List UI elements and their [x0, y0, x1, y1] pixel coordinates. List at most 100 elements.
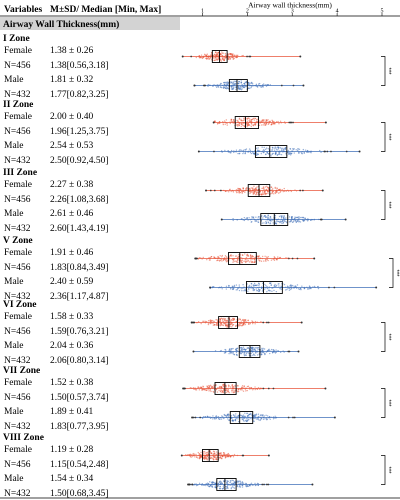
data-point	[238, 190, 240, 192]
data-point	[204, 452, 206, 454]
data-point	[240, 149, 243, 151]
data-point	[258, 284, 260, 287]
data-point	[278, 152, 280, 155]
data-point	[192, 455, 194, 457]
data-point	[285, 289, 287, 291]
data-point	[250, 259, 252, 261]
data-point	[220, 58, 222, 61]
data-point	[212, 390, 214, 393]
data-point	[270, 186, 272, 188]
data-point	[255, 147, 258, 150]
data-point	[209, 386, 211, 388]
data-point	[287, 189, 289, 191]
data-point	[242, 219, 244, 221]
data-point	[300, 288, 302, 291]
data-point	[246, 254, 248, 256]
data-point	[214, 120, 216, 122]
data-point	[240, 82, 242, 84]
data-point	[249, 192, 251, 195]
data-point	[244, 350, 246, 352]
data-point	[229, 254, 231, 257]
data-point	[209, 259, 211, 261]
female-distribution	[182, 382, 327, 395]
data-point	[194, 388, 196, 390]
data-point	[235, 151, 237, 153]
data-point	[206, 57, 208, 59]
data-point	[238, 80, 240, 83]
data-point	[258, 257, 260, 259]
data-point	[270, 217, 272, 219]
data-point	[220, 53, 222, 56]
data-point	[285, 153, 287, 155]
data-point	[192, 452, 194, 455]
data-point	[238, 323, 240, 325]
data-point	[267, 259, 269, 262]
data-point	[243, 260, 245, 263]
data-point	[265, 119, 268, 122]
data-point	[269, 84, 271, 86]
data-point	[218, 457, 221, 459]
data-point	[228, 350, 230, 352]
data-point	[200, 257, 202, 259]
data-point	[218, 318, 221, 320]
data-point	[193, 388, 195, 390]
data-point	[263, 149, 266, 152]
data-point	[190, 454, 193, 456]
data-point	[268, 219, 271, 221]
data-point	[242, 254, 244, 256]
extreme-point	[180, 454, 183, 457]
data-point	[261, 415, 264, 417]
extreme-point	[187, 483, 190, 486]
data-point	[246, 347, 248, 349]
data-point	[252, 189, 255, 192]
data-point	[246, 420, 248, 423]
data-point	[212, 324, 215, 326]
data-point	[299, 221, 302, 223]
data-point	[242, 54, 244, 57]
data-point	[241, 351, 244, 353]
data-point	[242, 124, 244, 127]
data-point	[264, 84, 266, 86]
data-point	[232, 83, 235, 86]
data-point	[242, 119, 245, 122]
data-point	[243, 85, 245, 87]
data-point	[307, 150, 309, 152]
data-point	[254, 323, 256, 325]
data-point	[245, 352, 248, 355]
data-point	[280, 190, 282, 193]
female-distribution	[180, 449, 270, 462]
data-point	[277, 120, 279, 123]
extreme-point	[182, 387, 185, 390]
data-point	[333, 286, 336, 289]
data-point	[218, 121, 221, 123]
data-point	[283, 190, 286, 193]
data-point	[284, 218, 287, 221]
data-point	[264, 288, 266, 290]
data-point	[234, 418, 237, 421]
data-point	[270, 259, 273, 261]
data-point	[252, 388, 255, 390]
data-point	[227, 56, 230, 58]
data-point	[265, 258, 267, 261]
data-point	[265, 414, 267, 417]
data-point	[264, 148, 267, 151]
data-point	[298, 151, 300, 153]
data-point	[241, 454, 244, 457]
significance-stars: ***	[385, 466, 391, 474]
data-point	[231, 121, 234, 123]
data-point	[301, 153, 303, 155]
data-point	[287, 190, 290, 192]
data-point	[279, 287, 281, 290]
data-point	[229, 57, 232, 59]
data-point	[247, 347, 250, 349]
data-point	[283, 219, 286, 221]
data-point	[226, 482, 228, 485]
data-point	[232, 190, 234, 192]
data-point	[255, 192, 258, 194]
group-label: Female	[4, 46, 32, 56]
data-point	[212, 481, 215, 484]
data-point	[213, 483, 215, 486]
significance-stars: ***	[385, 399, 391, 407]
data-point	[271, 352, 274, 354]
group-n: N=456	[4, 61, 31, 71]
